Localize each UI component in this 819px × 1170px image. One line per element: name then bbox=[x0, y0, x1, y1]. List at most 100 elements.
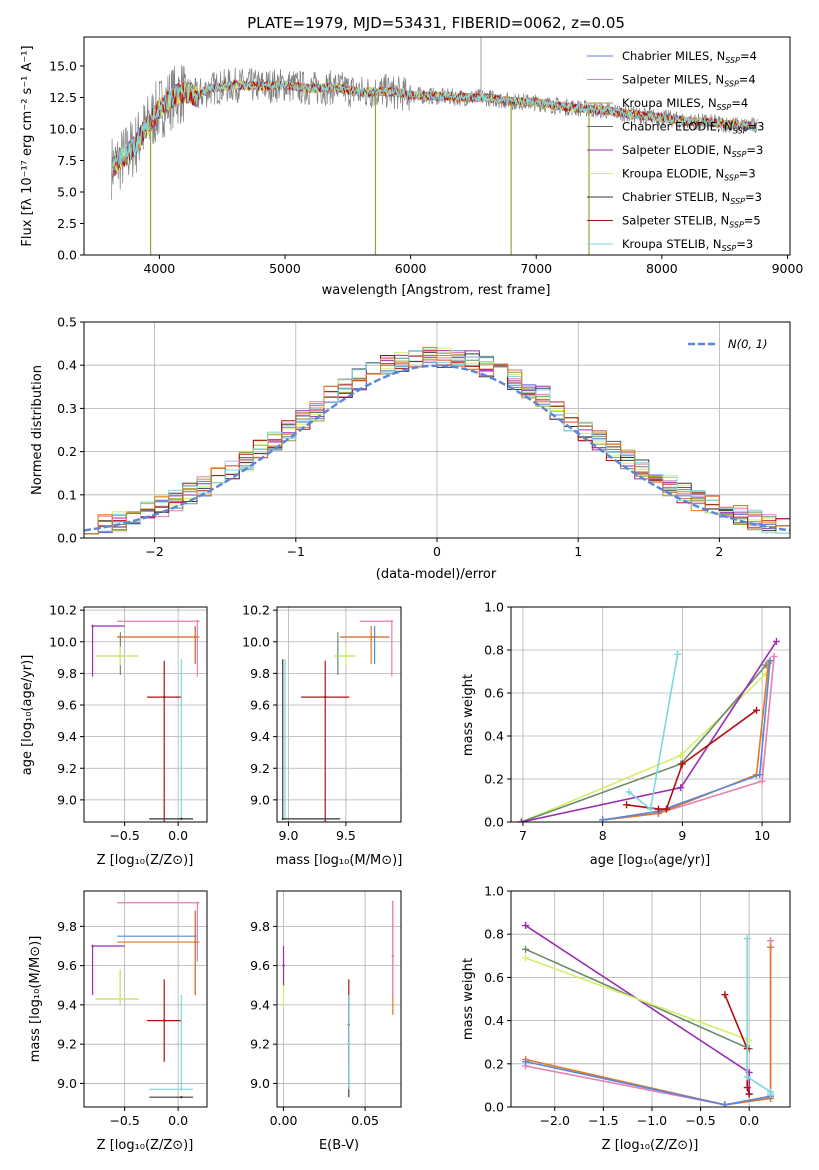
series-marker-salpeter_miles bbox=[770, 652, 778, 660]
legend-label: Kroupa MILES, NSSP=4 bbox=[622, 96, 748, 112]
y-tick-label: 9.8 bbox=[57, 666, 77, 681]
mass-vs-ebv-frame bbox=[276, 890, 402, 1108]
marks-residuals bbox=[84, 346, 790, 535]
y-tick-label: 1.0 bbox=[484, 884, 504, 899]
y-tick-label: 0.8 bbox=[484, 927, 504, 942]
y-tick-label: 9.6 bbox=[57, 958, 77, 973]
spectrum-ylabel: Flux [fλ 10⁻¹⁷ erg cm⁻² s⁻¹ A⁻¹] bbox=[20, 45, 35, 246]
point-chabrier_stelib bbox=[281, 817, 284, 821]
y-tick-label: 9.8 bbox=[57, 919, 77, 934]
y-tick-label: 9.2 bbox=[57, 1037, 77, 1052]
series-line-green bbox=[521, 664, 767, 822]
legend-label-text: Chabrier ELODIE, N bbox=[622, 120, 733, 134]
spectrum-xlabel: wavelength [Angstrom, rest frame] bbox=[322, 283, 551, 298]
series-marker-salpeter_stelib bbox=[743, 1084, 751, 1092]
histogram-orange bbox=[84, 346, 790, 535]
spectrum-panel: PLATE=1979, MJD=53431, FIBERID=0062, z=0… bbox=[20, 14, 803, 298]
point-kroupa_elodie bbox=[344, 654, 348, 658]
point-salpeter_elodie bbox=[91, 944, 94, 948]
legend-label-text: Chabrier MILES, N bbox=[622, 49, 725, 63]
x-tick-label: 0 bbox=[433, 544, 441, 559]
series-marker-salpeter_elodie bbox=[677, 784, 685, 792]
point-chabrier_stelib bbox=[180, 1095, 183, 1099]
y-tick-label: 10.0 bbox=[49, 121, 77, 136]
massweight-vs-z-xlabel: Z [log₁₀(Z/Z⊙)] bbox=[602, 1138, 699, 1153]
residuals-frame bbox=[83, 321, 791, 539]
y-tick-label: 9.8 bbox=[250, 666, 270, 681]
legend-label: Chabrier ELODIE, NSSP=3 bbox=[622, 120, 764, 136]
x-tick-label: 6000 bbox=[395, 261, 427, 276]
legend-label-text: Salpeter MILES, N bbox=[622, 73, 724, 87]
x-tick-label: 7 bbox=[519, 828, 527, 843]
series-marker-salpeter_stelib bbox=[753, 706, 761, 714]
legend-label-sub: SSP bbox=[722, 244, 737, 253]
y-tick-label: 10.2 bbox=[242, 603, 270, 618]
y-tick-label: 0.4 bbox=[57, 358, 77, 373]
y-tick-label: 10.0 bbox=[242, 634, 270, 649]
series-line-salpeter_elodie bbox=[521, 640, 778, 822]
series-marker-salpeter_stelib bbox=[623, 801, 631, 809]
legend-label-sub: SSP bbox=[717, 103, 732, 112]
age-vs-mass-panel: 9.0 9.5 9.0 9.2 9.4 9.6 9.8 10.0 10.2 mass [log₁… bbox=[242, 603, 402, 868]
series-marker-chabrier_miles bbox=[721, 1101, 729, 1107]
series-marker-kroupa_stelib bbox=[743, 935, 751, 943]
point-salpeter_elodie bbox=[282, 964, 285, 967]
legend-label: Salpeter ELODIE, NSSP=3 bbox=[622, 143, 763, 159]
y-tick-label: 0.8 bbox=[484, 643, 504, 658]
legend-label-tail: =4 bbox=[739, 73, 756, 87]
mass-vs-z-frame bbox=[83, 890, 208, 1108]
massweight-vs-age-frame bbox=[510, 606, 791, 823]
series-marker-chabrier_miles bbox=[522, 1058, 530, 1066]
age-vs-z-xlabel: Z [log₁₀(Z/Z⊙)] bbox=[97, 853, 194, 868]
y-tick-label: 1.0 bbox=[484, 600, 504, 615]
series-marker-kroupa_stelib bbox=[674, 650, 682, 658]
series-marker-chabrier_miles bbox=[756, 771, 764, 779]
massweight-vs-z-panel: −2.0 −1.5 −1.0 −0.5 0.0 0.0 0.2 0.4 0.6 0.8 1.0 Z … bbox=[461, 884, 791, 1153]
legend-label-tail: =3 bbox=[746, 143, 763, 157]
marks-massweight_vs_z bbox=[522, 922, 775, 1107]
series-line-salpeter_stelib bbox=[626, 709, 757, 810]
series-line-kroupa_stelib bbox=[746, 938, 772, 1094]
y-tick-label: 9.4 bbox=[250, 729, 270, 744]
y-tick-label: 0.0 bbox=[57, 248, 77, 263]
mass-vs-z-panel: −0.5 0.0 9.0 9.2 9.4 9.6 9.8 Z [log₁₀(Z/Z⊙)] m… bbox=[28, 890, 208, 1153]
massweight-vs-z-frame bbox=[510, 890, 791, 1108]
age-vs-mass-xlabel: mass [log₁₀(M/M⊙)] bbox=[276, 853, 403, 868]
marks-massweight_vs_age bbox=[517, 637, 780, 822]
series-marker-salpeter_elodie bbox=[772, 637, 780, 645]
x-tick-label: 4000 bbox=[143, 261, 175, 276]
series-marker-kroupa_stelib bbox=[625, 788, 633, 796]
y-tick-label: 0.6 bbox=[484, 970, 504, 985]
y-tick-label: 15.0 bbox=[49, 58, 77, 73]
point-kroupa_elodie bbox=[119, 654, 122, 658]
x-tick-label: 0.0 bbox=[168, 1113, 188, 1128]
x-tick-label: 5000 bbox=[269, 261, 301, 276]
series-marker-salpeter_stelib bbox=[678, 760, 686, 768]
legend-label-tail: =5 bbox=[744, 214, 761, 228]
legend-label-tail: =4 bbox=[731, 96, 748, 110]
series-marker-kroupa_stelib bbox=[743, 1073, 751, 1081]
y-tick-label: 7.5 bbox=[57, 153, 77, 168]
y-tick-label: 9.2 bbox=[250, 1037, 270, 1052]
series-line-kroupa_elodie bbox=[525, 957, 750, 1041]
point-salpeter_miles bbox=[390, 620, 394, 623]
legend-label-sub: SSP bbox=[730, 197, 745, 206]
x-tick-label: 8000 bbox=[646, 261, 678, 276]
residuals-xlabel: (data-model)/error bbox=[376, 567, 497, 582]
x-tick-label: 2 bbox=[715, 544, 723, 559]
point-kroupa_elodie bbox=[119, 997, 122, 1001]
age-vs-z-ylabel: age [log₁₀(age/yr)] bbox=[20, 655, 35, 776]
x-tick-label: 0.0 bbox=[168, 828, 188, 843]
x-tick-label: 7000 bbox=[520, 261, 552, 276]
massweight-vs-age-ylabel: mass weight bbox=[461, 674, 476, 756]
y-tick-label: 9.0 bbox=[57, 792, 77, 807]
series-marker-green bbox=[522, 945, 530, 953]
series-marker-salpeter_stelib bbox=[662, 805, 670, 813]
x-tick-label: −1.0 bbox=[637, 1113, 667, 1128]
y-tick-label: 0.5 bbox=[57, 315, 77, 330]
legend-label: Salpeter STELIB, NSSP=5 bbox=[622, 214, 761, 230]
x-tick-label: −0.5 bbox=[109, 1113, 139, 1128]
legend-label-tail: =4 bbox=[740, 49, 757, 63]
x-tick-label: −1 bbox=[287, 544, 305, 559]
marks-age_vs_z bbox=[91, 620, 200, 822]
